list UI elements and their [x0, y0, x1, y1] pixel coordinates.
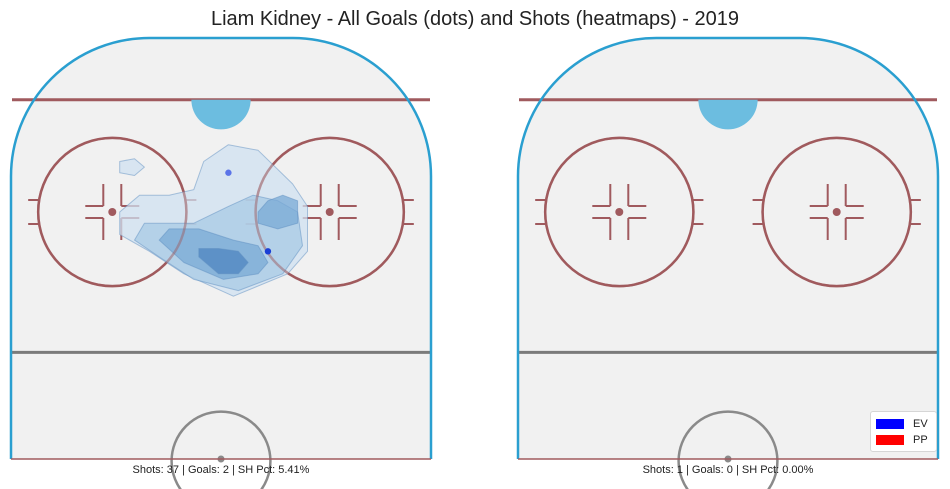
- faceoff-dot: [325, 208, 334, 217]
- faceoff-circle-overlay: [254, 136, 406, 288]
- heatmap-level-4: [198, 248, 249, 275]
- faceoff-circle: [761, 136, 913, 288]
- goal-dot: [225, 169, 232, 176]
- goal-crease: [191, 99, 251, 130]
- chart-title: Liam Kidney - All Goals (dots) and Shots…: [210, 8, 740, 30]
- center-ice-circle: [677, 410, 779, 489]
- faceoff-circle-overlay: [36, 136, 188, 288]
- faceoff-dot: [615, 208, 624, 217]
- rink-boards: [516, 36, 940, 459]
- rink-boards: [9, 36, 433, 459]
- goal-dot: [264, 248, 272, 255]
- legend-swatch-ev: [876, 419, 904, 429]
- center-ice-circle: [170, 410, 272, 489]
- heatmap-level-3: [257, 194, 299, 230]
- faceoff-circle-overlay: [543, 136, 695, 288]
- goal-crease: [698, 99, 758, 130]
- left-rink-caption: Shots: 37 | Goals: 2 | SH Pct: 5.41%: [132, 464, 310, 476]
- faceoff-dot: [108, 208, 117, 217]
- faceoff-dot: [832, 208, 841, 217]
- heatmap-level-1: [119, 158, 145, 176]
- legend: EV PP: [870, 411, 937, 452]
- legend-label-pp: PP: [913, 434, 928, 446]
- legend-swatch-pp: [876, 435, 904, 445]
- faceoff-circle-overlay: [761, 136, 913, 288]
- faceoff-circle: [543, 136, 695, 288]
- legend-label-ev: EV: [913, 418, 928, 430]
- rink-panel-2: [516, 36, 940, 489]
- right-rink-caption: Shots: 1 | Goals: 0 | SH Pct: 0.00%: [642, 464, 814, 476]
- rink-panel-1: [9, 36, 433, 489]
